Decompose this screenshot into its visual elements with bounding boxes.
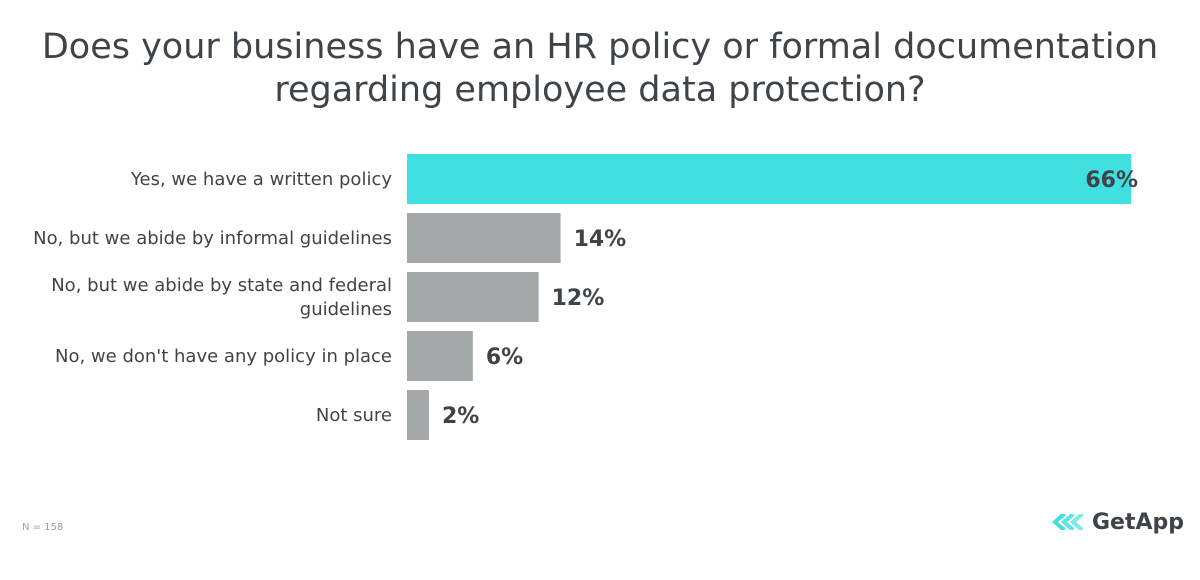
category-label-3: No, we don't have any policy in place (55, 346, 392, 367)
bar-3 (407, 331, 473, 381)
value-label-1: 14% (574, 227, 627, 252)
category-label-4: Not sure (316, 405, 392, 426)
bar-1 (407, 213, 561, 263)
value-label-4: 2% (442, 404, 479, 429)
brand-name: GetApp (1092, 509, 1185, 535)
getapp-chevrons-icon (1052, 514, 1083, 530)
bar-4 (407, 390, 429, 440)
chart-title-line-2: regarding employee data protection? (274, 70, 926, 110)
sample-size-note: N = 158 (22, 522, 64, 533)
value-label-2: 12% (552, 286, 605, 311)
category-label-2: No, but we abide by state and federal gui… (51, 275, 392, 320)
bar-2 (407, 272, 539, 322)
brand-logo: GetApp (1052, 508, 1184, 536)
category-label-1: No, but we abide by informal guidelines (33, 228, 392, 249)
bar-0 (407, 154, 1131, 204)
category-label-0: Yes, we have a written policy (130, 169, 392, 190)
value-label-3: 6% (486, 345, 523, 370)
chart-title: Does your business have an HR policy or … (0, 26, 1200, 112)
value-label-0: 66% (1085, 168, 1138, 193)
chart-title-line-1: Does your business have an HR policy or … (41, 27, 1159, 67)
